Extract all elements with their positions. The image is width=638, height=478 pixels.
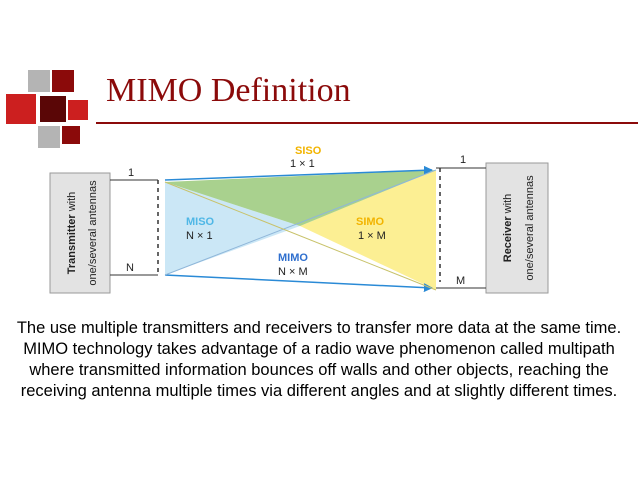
receiver-label: Receiver with xyxy=(502,194,514,263)
receiver-box xyxy=(485,162,549,294)
siso-dims: 1 × 1 xyxy=(290,158,315,170)
mimo-label: MIMO xyxy=(278,252,308,264)
siso-region-green xyxy=(165,170,436,226)
mimo-arrow xyxy=(164,274,433,293)
miso-label: MISO xyxy=(186,216,215,228)
simo-dims: 1 × M xyxy=(358,230,386,242)
miso-dims: N × 1 xyxy=(186,230,213,242)
decor-square-dark-bottom xyxy=(62,126,80,144)
decor-square-red-left xyxy=(6,94,36,124)
slide-title: MIMO Definition xyxy=(106,72,351,109)
decor-square-gray-bottom xyxy=(38,126,60,148)
simo-diagonal xyxy=(164,181,437,291)
rx-top-index: 1 xyxy=(460,154,466,166)
miso-diagonal xyxy=(164,169,437,276)
receiver-sublabel: one/several antennas xyxy=(524,175,536,281)
rx-bottom-index: M xyxy=(456,275,465,287)
transmitter-label: Transmitter with xyxy=(66,192,78,275)
decor-square-dark-mid xyxy=(40,96,66,122)
title-underline xyxy=(96,122,638,124)
tx-bottom-index: N xyxy=(126,262,134,274)
mimo-dims: N × M xyxy=(278,266,308,278)
mimo-diagram: Transmitter with one/several antennas Re… xyxy=(49,145,549,294)
tx-top-index: 1 xyxy=(128,167,134,179)
transmitter-box xyxy=(49,172,111,294)
siso-arrow xyxy=(164,165,433,181)
decor-square-gray-top xyxy=(28,70,50,92)
body-paragraph-1: The use multiple transmitters and receiv… xyxy=(16,319,622,337)
transmitter-sublabel: one/several antennas xyxy=(87,180,99,286)
body-paragraph-2: MIMO technology takes advantage of a rad… xyxy=(20,340,618,400)
decor-square-dark-top xyxy=(52,70,74,92)
slide-body: The use multiple transmitters and receiv… xyxy=(10,318,628,402)
miso-region-blue xyxy=(165,182,300,275)
simo-region-yellow xyxy=(300,170,436,290)
decor-square-red-right xyxy=(68,100,88,120)
simo-label: SIMO xyxy=(356,216,385,228)
siso-label: SISO xyxy=(295,145,322,157)
